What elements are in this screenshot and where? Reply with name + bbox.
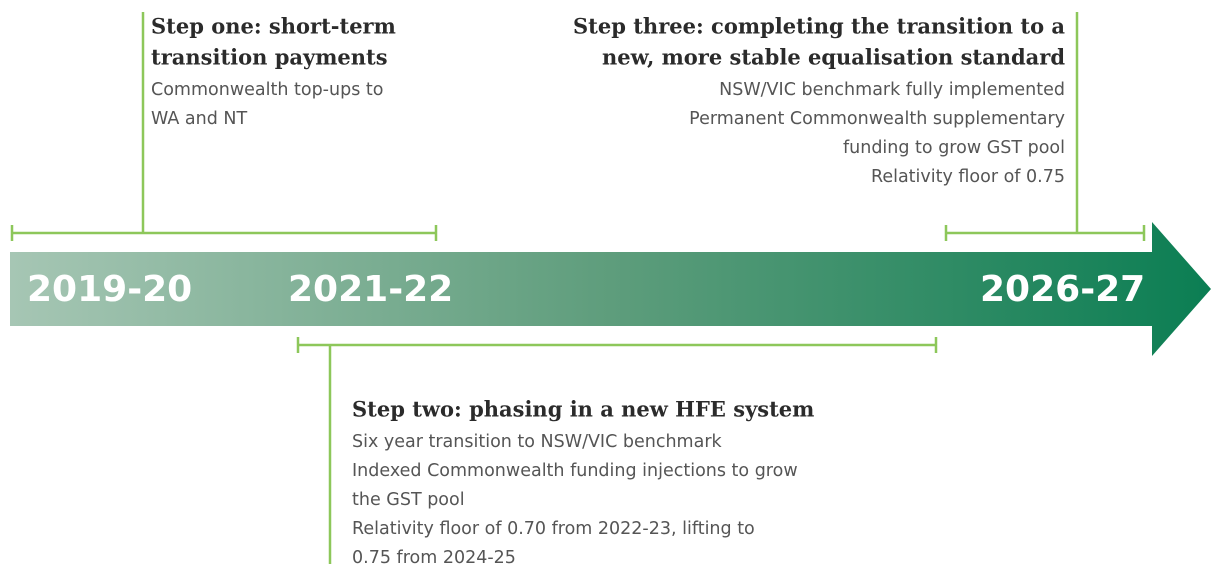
step-description: funding to grow GST pool: [843, 138, 1065, 158]
year-label: 2021-22: [288, 269, 453, 310]
step-description: Six year transition to NSW/VIC benchmark: [352, 432, 723, 452]
step-description: Relativity floor of 0.70 from 2022-23, l…: [352, 519, 755, 539]
step-three-bracket: [944, 12, 1146, 241]
step-description: Indexed Commonwealth funding injections …: [352, 461, 798, 481]
timeline-arrow: [10, 222, 1211, 356]
step-one-bracket: [10, 12, 438, 241]
step-title: Step three: completing the transition to…: [573, 14, 1065, 39]
step-title: Step two: phasing in a new HFE system: [352, 397, 814, 422]
step-description: Permanent Commonwealth supplementary: [689, 109, 1065, 129]
step-two-bracket: [296, 337, 938, 564]
year-label: 2026-27: [980, 269, 1145, 310]
step-description: NSW/VIC benchmark fully implemented: [719, 80, 1065, 100]
step-title: new, more stable equalisation standard: [602, 45, 1065, 70]
year-label: 2019-20: [27, 269, 192, 310]
step-description: Commonwealth top-ups to: [151, 80, 383, 100]
step-title: Step one: short-term: [151, 14, 396, 39]
step-description: WA and NT: [151, 109, 247, 129]
step-description: Relativity floor of 0.75: [871, 167, 1065, 187]
step-title: transition payments: [151, 45, 388, 70]
step-description: the GST pool: [352, 490, 465, 510]
step-description: 0.75 from 2024-25: [352, 548, 516, 564]
